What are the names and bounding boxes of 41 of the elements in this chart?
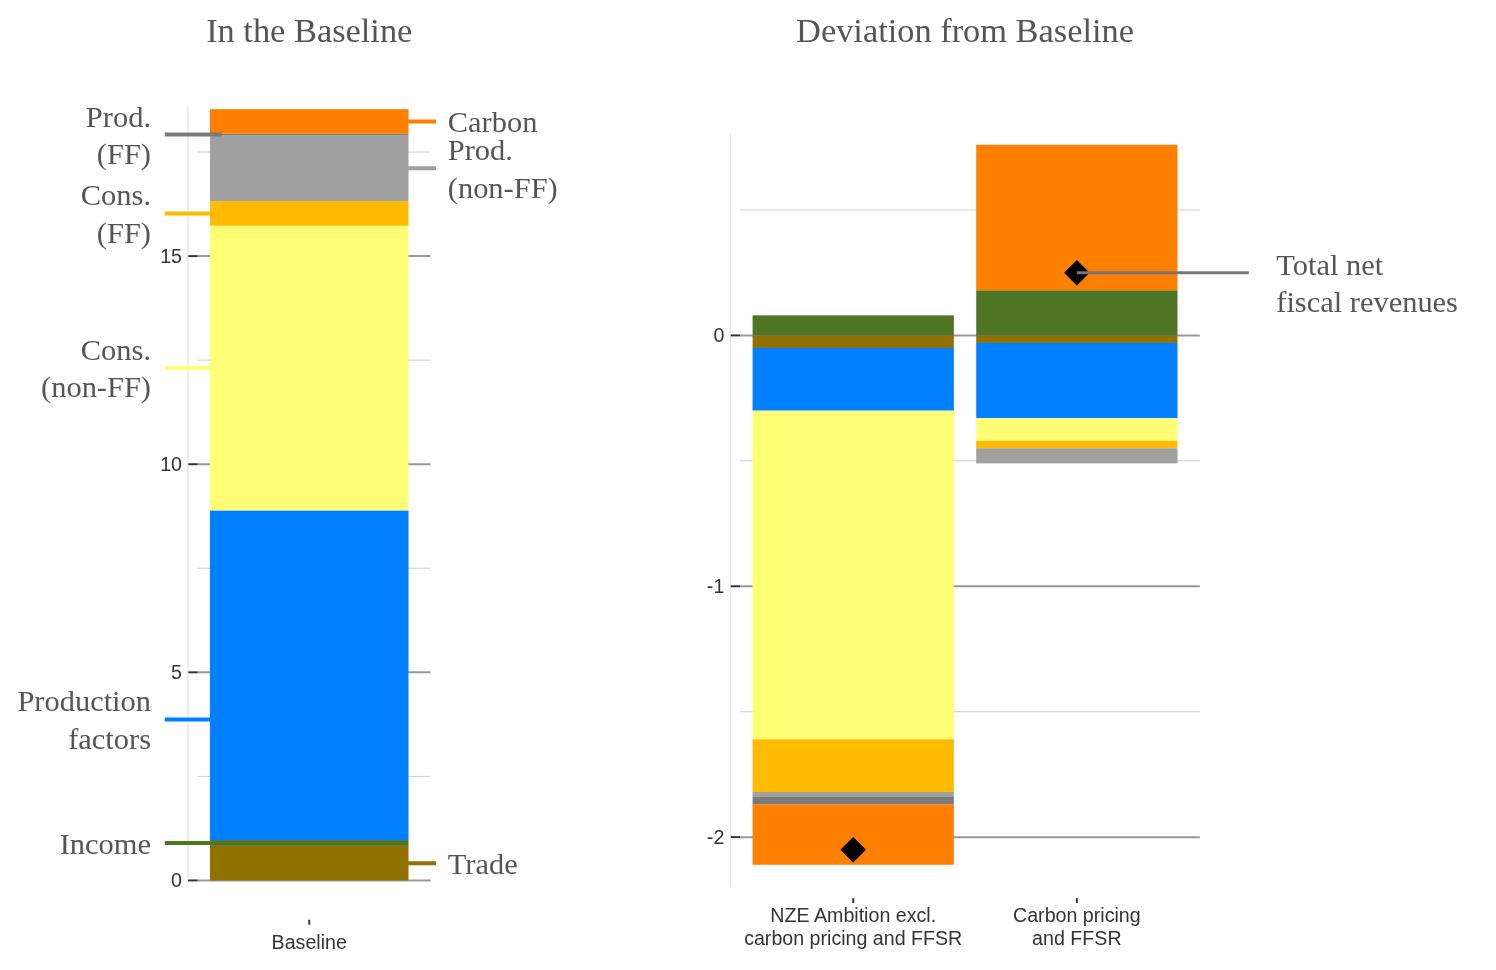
legend-label: Cons. (non-FF) [41,333,152,405]
bar [976,335,1178,343]
y-tick-label: -2 [706,826,725,849]
y-tick-label: 10 [160,453,183,476]
legend-label: Cons. (FF) [80,178,152,250]
bar [752,315,954,336]
bar [209,201,409,226]
y-tick-label: 15 [160,244,183,267]
bar [752,335,954,348]
y-tick-label: 0 [171,869,183,892]
bar [209,510,409,841]
bar [752,791,954,798]
bar [976,342,1178,419]
bar [976,418,1178,441]
bar [976,144,1178,291]
x-tick-label: Carbon pricing and FFSR [1013,903,1141,950]
chart-title: In the Baseline [206,11,413,50]
bar [209,135,409,202]
x-tick-label: NZE Ambition excl. carbon pricing and FFSR [744,903,963,950]
bar [976,290,1178,336]
legend-label: Prod. (FF) [85,99,152,171]
bar [209,225,409,511]
bar [209,109,409,134]
bar [752,410,954,740]
series-label: Trade [447,846,518,881]
bar [209,845,409,881]
bar [752,804,954,865]
bar [976,448,1178,464]
legend-label: Production factors [17,684,152,756]
y-tick-label: 5 [171,661,183,684]
legend-label: Income [59,826,152,861]
y-tick-label: -1 [706,575,725,598]
chart-title: Deviation from Baseline [796,11,1135,50]
bar [209,840,409,846]
x-tick-label: Baseline [271,931,347,954]
bar [752,739,954,792]
bar [976,440,1178,449]
text: Total net fiscal revenues [1276,247,1458,320]
y-tick-label: 0 [713,324,725,347]
bar [752,797,954,805]
bar [752,347,954,411]
